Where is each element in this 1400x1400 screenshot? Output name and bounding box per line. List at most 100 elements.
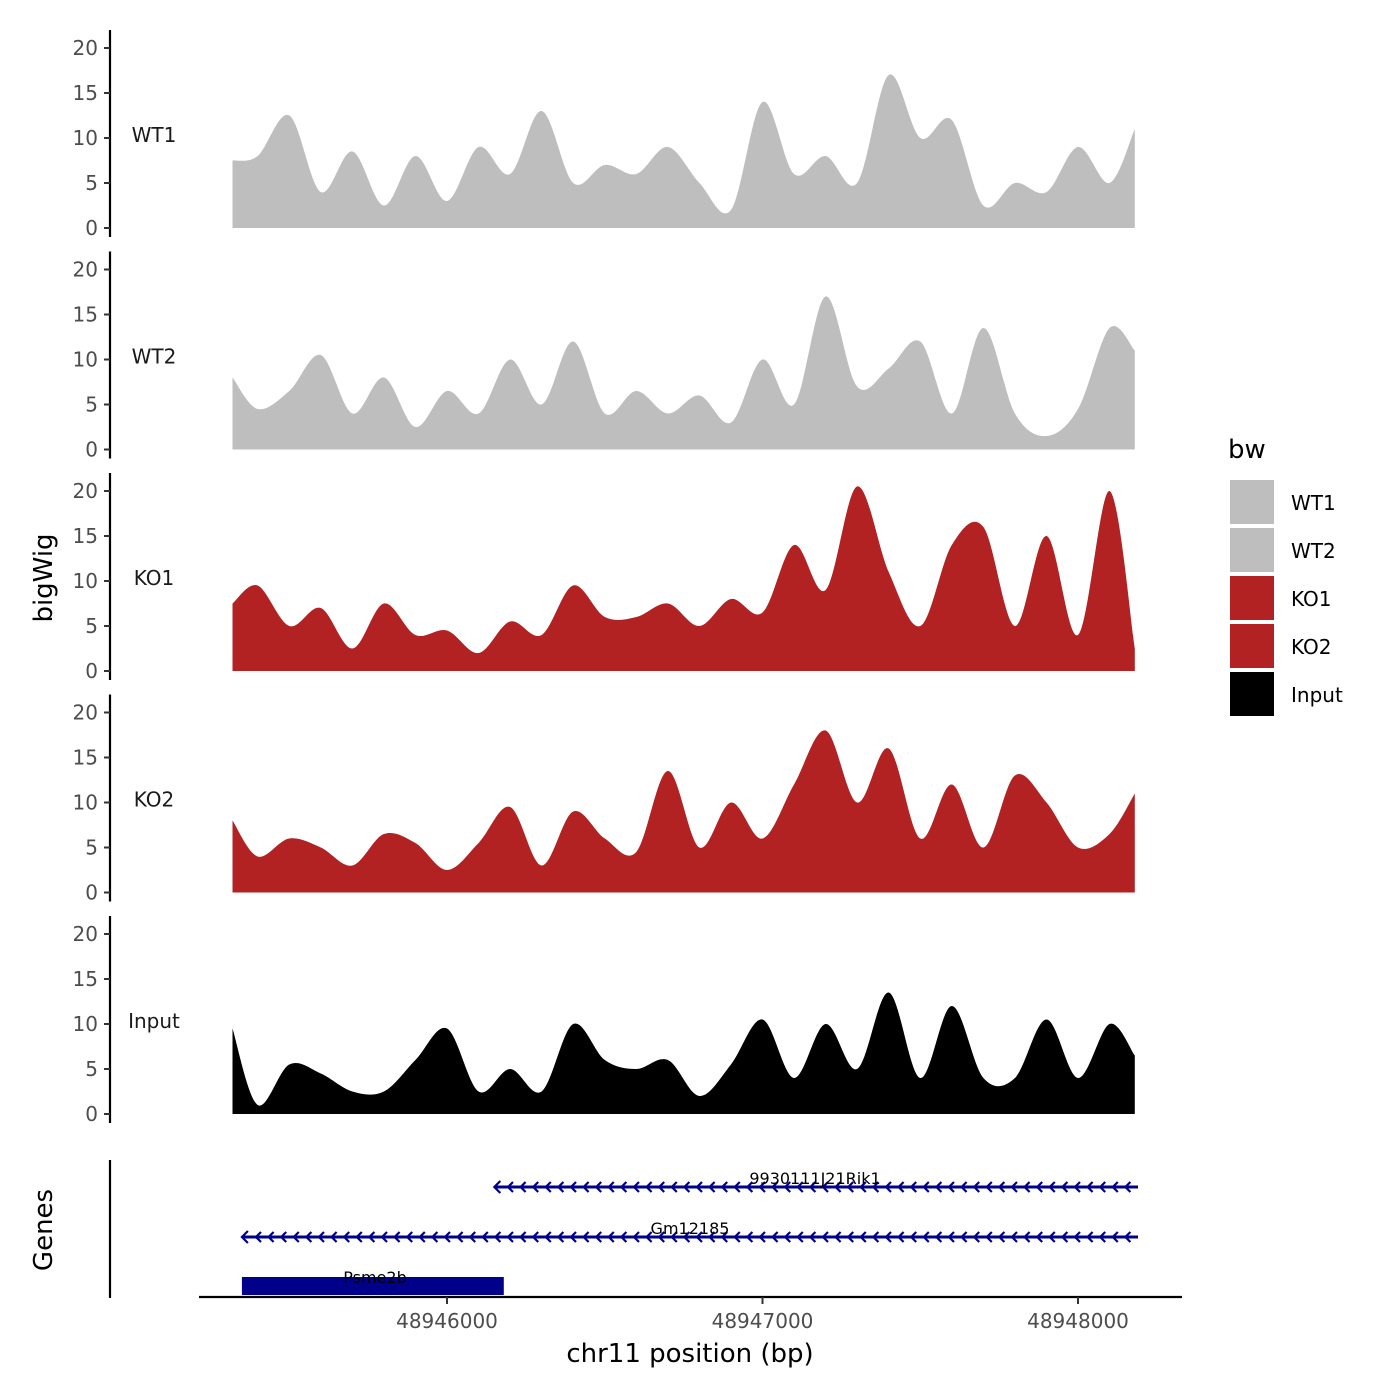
strand-arrow-gm12185	[670, 1231, 678, 1243]
strand-arrow-gm12185	[443, 1231, 451, 1243]
gene-label-9930111j21rik1: 9930111J21Rik1	[749, 1169, 880, 1188]
strand-arrow-gm12185	[1086, 1231, 1094, 1243]
strand-arrow-9930111j21rik1	[1123, 1181, 1132, 1193]
track-wt2: 0 5 10 15 20 WT2	[73, 251, 1135, 462]
strand-arrow-gm12185	[1023, 1231, 1031, 1243]
strand-arrow-9930111j21rik1	[582, 1181, 590, 1193]
y-tick-label-wt2-0: 0	[85, 438, 98, 462]
strand-arrow-gm12185	[682, 1231, 691, 1243]
strand-arrow-gm12185	[405, 1231, 413, 1243]
strand-arrow-gm12185	[645, 1231, 653, 1243]
strand-arrow-9930111j21rik1	[519, 1181, 527, 1193]
y-tick-label-wt2-10: 10	[73, 348, 98, 372]
strand-arrow-9930111j21rik1	[733, 1181, 741, 1193]
strand-arrow-gm12185	[1010, 1231, 1018, 1243]
strand-arrow-9930111j21rik1	[846, 1181, 854, 1193]
strand-arrow-9930111j21rik1	[1035, 1181, 1043, 1193]
y-tick-label-ko2-5: 5	[85, 836, 98, 860]
y-tick-label-input-5: 5	[85, 1057, 98, 1081]
legend-swatch-wt1	[1230, 480, 1274, 524]
gene-block-psme2b	[241, 1277, 504, 1295]
strand-arrow-gm12185	[430, 1231, 439, 1243]
legend-swatch-ko2	[1230, 624, 1274, 668]
y-tick-label-ko2-20: 20	[73, 701, 98, 725]
x-tick-label-48946000: 48946000	[396, 1309, 498, 1333]
track-label-input: Input	[128, 1009, 180, 1033]
gene-gm12185: Gm12185	[240, 1219, 1138, 1244]
strand-arrow-gm12185	[1111, 1231, 1119, 1243]
legend-label-wt2: WT2	[1291, 539, 1336, 563]
strand-arrow-gm12185	[355, 1231, 363, 1243]
coverage-tracks: 0 5 10 15 20 WT1 0 5 10 15 20 WT2 0 5 10 15 20 KO1 0 5 10 15 2…	[73, 30, 1135, 1126]
legend: bw WT1 WT2 KO1 KO2 Input	[1228, 435, 1343, 716]
strand-arrow-gm12185	[292, 1231, 300, 1243]
strand-arrow-gm12185	[632, 1231, 640, 1243]
strand-arrow-9930111j21rik1	[607, 1181, 615, 1193]
legend-swatch-ko1	[1230, 576, 1274, 620]
legend-label-input: Input	[1291, 683, 1343, 707]
y-tick-label-ko1-20: 20	[73, 479, 98, 503]
strand-arrow-gm12185	[279, 1231, 287, 1243]
strand-arrow-gm12185	[330, 1231, 338, 1243]
y-tick-label-input-0: 0	[85, 1102, 98, 1126]
y-tick-label-wt1-10: 10	[73, 126, 98, 150]
strand-arrow-9930111j21rik1	[934, 1181, 943, 1193]
strand-arrow-gm12185	[859, 1231, 867, 1243]
gene-label-gm12185: Gm12185	[651, 1219, 730, 1238]
strand-arrow-gm12185	[506, 1231, 514, 1243]
strand-arrow-gm12185	[897, 1231, 905, 1243]
y-axis-title: bigWig	[29, 533, 59, 622]
track-label-ko2: KO2	[134, 788, 175, 812]
strand-arrow-gm12185	[909, 1231, 917, 1243]
strand-arrow-gm12185	[619, 1231, 628, 1243]
strand-arrow-9930111j21rik1	[670, 1181, 678, 1193]
coverage-area-wt2	[232, 296, 1135, 450]
strand-arrow-gm12185	[771, 1231, 779, 1243]
strand-arrow-9930111j21rik1	[771, 1181, 779, 1193]
strand-arrow-9930111j21rik1	[657, 1181, 665, 1193]
strand-arrow-9930111j21rik1	[909, 1181, 917, 1193]
strand-arrow-gm12185	[960, 1231, 968, 1243]
strand-arrow-9930111j21rik1	[1010, 1181, 1018, 1193]
strand-arrow-gm12185	[745, 1231, 754, 1243]
gene-label-psme2b: Psme2b	[343, 1268, 406, 1287]
legend-label-ko1: KO1	[1291, 587, 1332, 611]
strand-arrow-9930111j21rik1	[556, 1181, 565, 1193]
strand-arrow-gm12185	[1048, 1231, 1056, 1243]
strand-arrow-gm12185	[1060, 1231, 1069, 1243]
strand-arrow-gm12185	[1073, 1231, 1081, 1243]
strand-arrow-gm12185	[1035, 1231, 1043, 1243]
strand-arrow-gm12185	[884, 1231, 892, 1243]
strand-arrow-9930111j21rik1	[758, 1181, 766, 1193]
coverage-area-ko1	[232, 486, 1135, 671]
strand-arrow-9930111j21rik1	[695, 1181, 703, 1193]
strand-arrow-gm12185	[720, 1231, 728, 1243]
strand-arrow-gm12185	[985, 1231, 993, 1243]
strand-arrow-gm12185	[544, 1231, 552, 1243]
coverage-area-ko2	[232, 730, 1135, 893]
strand-arrow-gm12185	[519, 1231, 527, 1243]
strand-arrow-gm12185	[468, 1231, 476, 1243]
strand-arrow-gm12185	[783, 1231, 791, 1243]
y-tick-label-ko2-0: 0	[85, 881, 98, 905]
strand-arrow-9930111j21rik1	[922, 1181, 930, 1193]
strand-arrow-9930111j21rik1	[972, 1181, 980, 1193]
strand-arrow-gm12185	[934, 1231, 943, 1243]
strand-arrow-gm12185	[594, 1231, 602, 1243]
strand-arrow-gm12185	[393, 1231, 401, 1243]
legend-title: bw	[1228, 435, 1266, 465]
strand-arrow-9930111j21rik1	[859, 1181, 867, 1193]
track-label-wt2: WT2	[132, 345, 177, 369]
strand-arrow-gm12185	[556, 1231, 565, 1243]
strand-arrow-9930111j21rik1	[897, 1181, 905, 1193]
legend-label-wt1: WT1	[1291, 491, 1336, 515]
track-ko2: 0 5 10 15 20 KO2	[73, 694, 1135, 905]
strand-arrow-9930111j21rik1	[645, 1181, 653, 1193]
track-ko1: 0 5 10 15 20 KO1	[73, 473, 1135, 683]
strand-arrow-9930111j21rik1	[884, 1181, 892, 1193]
strand-arrow-gm12185	[808, 1231, 817, 1243]
strand-arrow-gm12185	[367, 1231, 376, 1243]
strand-arrow-9930111j21rik1	[808, 1181, 817, 1193]
x-tick-label-48948000: 48948000	[1027, 1309, 1129, 1333]
strand-arrow-9930111j21rik1	[1111, 1181, 1119, 1193]
